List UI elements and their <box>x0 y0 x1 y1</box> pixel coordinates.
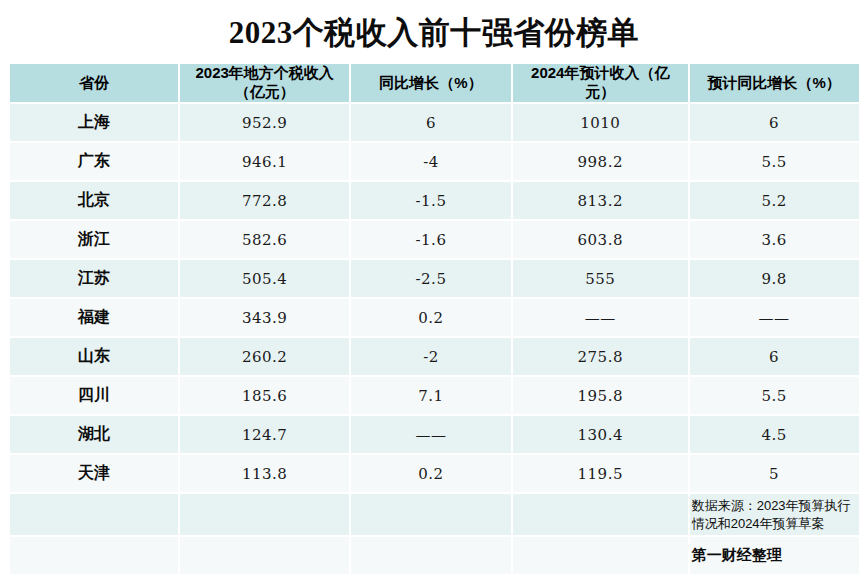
income-2023-cell: 343.9 <box>180 299 349 336</box>
table-row: 浙江 582.6 -1.6 603.8 3.6 <box>10 221 859 258</box>
yoy-growth-cell: -2.5 <box>351 260 511 297</box>
expected-growth-cell: 5 <box>690 455 859 492</box>
table-row: 山东 260.2 -2 275.8 6 <box>10 338 859 375</box>
province-cell: 山东 <box>10 338 179 375</box>
table-row: 湖北 124.7 —— 130.4 4.5 <box>10 416 859 453</box>
credit-row: 第一财经整理 <box>10 537 859 574</box>
infographic-page: 2023个税收入前十强省份榜单 省份 2023年地方个税收入（亿元） 同比增长（… <box>0 0 868 581</box>
income-2024-cell: 813.2 <box>513 182 688 219</box>
income-2024-cell: 603.8 <box>513 221 688 258</box>
income-2023-cell: 505.4 <box>180 260 349 297</box>
empty-cell <box>513 494 688 535</box>
province-cell: 北京 <box>10 182 179 219</box>
page-title: 2023个税收入前十强省份榜单 <box>0 0 868 62</box>
yoy-growth-cell: -2 <box>351 338 511 375</box>
empty-cell <box>180 537 349 574</box>
yoy-growth-cell: —— <box>351 416 511 453</box>
expected-growth-cell: 6 <box>690 338 859 375</box>
income-2023-cell: 124.7 <box>180 416 349 453</box>
expected-growth-cell: 5.5 <box>690 377 859 414</box>
data-source-note: 数据来源：2023年预算执行情况和2024年预算草案 <box>690 494 859 535</box>
header-income-2024: 2024年预计收入（亿元） <box>513 64 688 102</box>
header-yoy-growth: 同比增长（%） <box>351 64 511 102</box>
income-2023-cell: 946.1 <box>180 143 349 180</box>
province-cell: 上海 <box>10 104 179 141</box>
yoy-growth-cell: 0.2 <box>351 299 511 336</box>
expected-growth-cell: 4.5 <box>690 416 859 453</box>
income-2023-cell: 260.2 <box>180 338 349 375</box>
source-row: 数据来源：2023年预算执行情况和2024年预算草案 <box>10 494 859 535</box>
yoy-growth-cell: -1.5 <box>351 182 511 219</box>
province-cell: 江苏 <box>10 260 179 297</box>
province-cell: 浙江 <box>10 221 179 258</box>
expected-growth-cell: 3.6 <box>690 221 859 258</box>
income-2023-cell: 113.8 <box>180 455 349 492</box>
yoy-growth-cell: -1.6 <box>351 221 511 258</box>
income-2023-cell: 772.8 <box>180 182 349 219</box>
table-row: 北京 772.8 -1.5 813.2 5.2 <box>10 182 859 219</box>
credit-note: 第一财经整理 <box>690 537 859 574</box>
income-2024-cell: 275.8 <box>513 338 688 375</box>
province-cell: 广东 <box>10 143 179 180</box>
income-2024-cell: 998.2 <box>513 143 688 180</box>
table-row: 广东 946.1 -4 998.2 5.5 <box>10 143 859 180</box>
expected-growth-cell: —— <box>690 299 859 336</box>
expected-growth-cell: 6 <box>690 104 859 141</box>
empty-cell <box>351 537 511 574</box>
expected-growth-cell: 5.5 <box>690 143 859 180</box>
empty-cell <box>351 494 511 535</box>
table-row: 上海 952.9 6 1010 6 <box>10 104 859 141</box>
province-cell: 福建 <box>10 299 179 336</box>
province-cell: 湖北 <box>10 416 179 453</box>
income-2023-cell: 952.9 <box>180 104 349 141</box>
yoy-growth-cell: 6 <box>351 104 511 141</box>
empty-cell <box>10 494 179 535</box>
expected-growth-cell: 5.2 <box>690 182 859 219</box>
income-2024-cell: 1010 <box>513 104 688 141</box>
income-2023-cell: 582.6 <box>180 221 349 258</box>
empty-cell <box>513 537 688 574</box>
table-row: 四川 185.6 7.1 195.8 5.5 <box>10 377 859 414</box>
income-2023-cell: 185.6 <box>180 377 349 414</box>
header-province: 省份 <box>10 64 179 102</box>
province-tax-table: 省份 2023年地方个税收入（亿元） 同比增长（%） 2024年预计收入（亿元）… <box>8 62 861 576</box>
table-row: 福建 343.9 0.2 —— —— <box>10 299 859 336</box>
income-2024-cell: —— <box>513 299 688 336</box>
header-expected-growth: 预计同比增长（%） <box>690 64 859 102</box>
income-2024-cell: 555 <box>513 260 688 297</box>
yoy-growth-cell: -4 <box>351 143 511 180</box>
expected-growth-cell: 9.8 <box>690 260 859 297</box>
yoy-growth-cell: 7.1 <box>351 377 511 414</box>
table-header-row: 省份 2023年地方个税收入（亿元） 同比增长（%） 2024年预计收入（亿元）… <box>10 64 859 102</box>
yoy-growth-cell: 0.2 <box>351 455 511 492</box>
table-row: 江苏 505.4 -2.5 555 9.8 <box>10 260 859 297</box>
empty-cell <box>180 494 349 535</box>
empty-cell <box>10 537 179 574</box>
income-2024-cell: 130.4 <box>513 416 688 453</box>
province-cell: 天津 <box>10 455 179 492</box>
table-row: 天津 113.8 0.2 119.5 5 <box>10 455 859 492</box>
income-2024-cell: 119.5 <box>513 455 688 492</box>
province-cell: 四川 <box>10 377 179 414</box>
income-2024-cell: 195.8 <box>513 377 688 414</box>
header-income-2023: 2023年地方个税收入（亿元） <box>180 64 349 102</box>
